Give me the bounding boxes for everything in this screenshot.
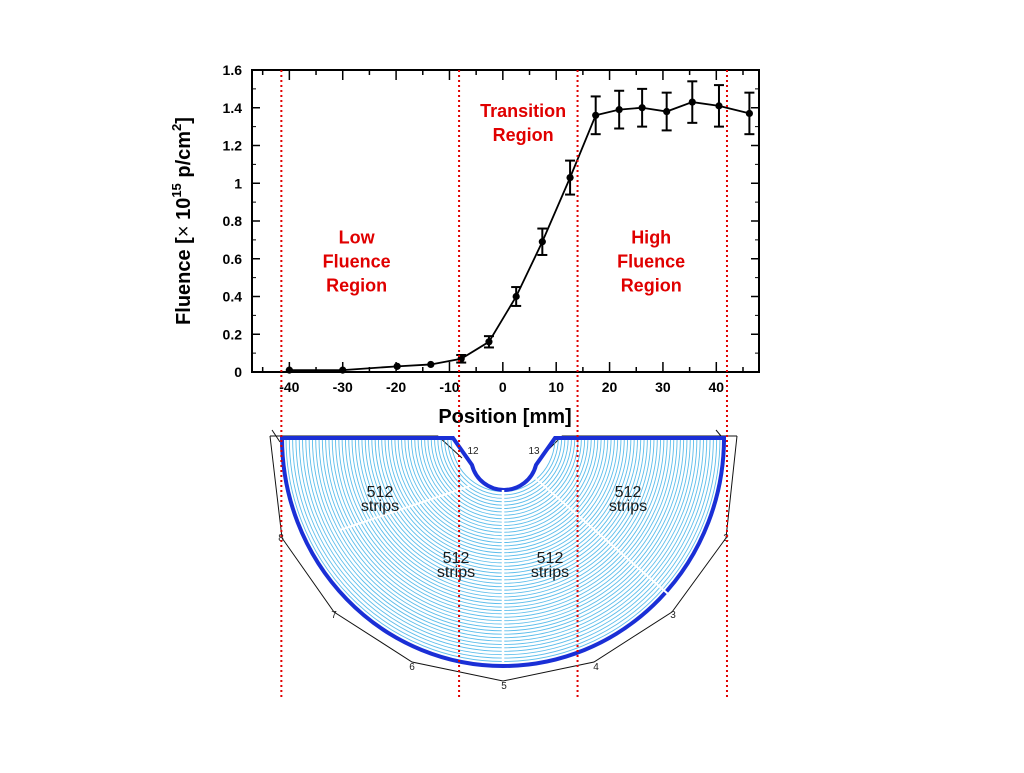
region-label: Region [326, 276, 387, 296]
data-series [285, 80, 755, 374]
x-tick-label: -20 [386, 379, 406, 395]
data-point [592, 111, 600, 119]
x-tick-label: 0 [499, 379, 507, 395]
strip-count: 512 [367, 484, 394, 501]
strip-count: 512 [615, 484, 642, 501]
y-axis-ticks: 0 0.2 0.4 0.6 0.8 1 1.2 1.4 1.6 [223, 62, 759, 380]
data-point [745, 109, 753, 118]
region-label: Fluence [617, 252, 685, 272]
x-tick-label: 40 [709, 379, 725, 395]
data-point [427, 360, 435, 369]
corner-label: 12 [467, 446, 479, 457]
strip-count: 512 [443, 550, 470, 567]
sector-divider [339, 485, 471, 531]
data-point [638, 104, 646, 112]
corner-label: 3 [670, 610, 676, 621]
y-tick-label: 1.2 [223, 138, 243, 154]
data-point [285, 366, 293, 374]
corner-label: 4 [593, 662, 599, 673]
region-label: Fluence [323, 252, 391, 272]
corner-tick [271, 429, 281, 443]
series-line [289, 101, 750, 372]
strip-label-upper-right: 512 strips [609, 484, 647, 515]
sensor-outline [279, 436, 727, 668]
x-axis-ticks: -40 -30 -20 -10 0 10 20 30 40 [261, 70, 744, 395]
support-frame-outline [269, 435, 738, 682]
data-point [538, 238, 546, 246]
y-tick-label: 0 [234, 364, 242, 380]
sensor-diagram: 512 strips 512 strips 512 strips 512 str… [269, 429, 738, 692]
y-tick-label: 0.6 [223, 251, 243, 267]
data-point [715, 102, 723, 110]
y-tick-label: 1 [234, 175, 242, 191]
fluence-chart: 0 0.2 0.4 0.6 0.8 1 1.2 1.4 1.6 -40 -30 -20 -10 0 10 2… [169, 62, 760, 428]
data-point [393, 362, 401, 370]
strip-unit: strips [361, 498, 399, 515]
data-point [485, 338, 493, 346]
strip-unit: strips [531, 564, 569, 581]
x-tick-label: -10 [439, 379, 459, 395]
x-tick-label: 30 [655, 379, 671, 395]
strip-unit: strips [609, 498, 647, 515]
region-label: Low [339, 228, 376, 248]
y-tick-label: 1.6 [223, 62, 243, 78]
x-axis-title: Position [mm] [438, 406, 571, 428]
data-point [339, 366, 347, 374]
strip-arc [447, 437, 559, 496]
region-boundaries [280, 70, 728, 700]
y-tick-label: 0.8 [223, 213, 243, 229]
strip-unit: strips [437, 564, 475, 581]
region-label: Region [493, 125, 554, 145]
y-axis-title: Fluence [× 1015 p/cm2] [169, 117, 195, 325]
corner-label: 8 [278, 533, 284, 544]
y-tick-label: 0.2 [223, 326, 243, 342]
region-annotations: Transition Region Low Fluence Region High Flue… [323, 101, 686, 295]
strip-count: 512 [537, 550, 564, 567]
corner-label: 5 [501, 681, 507, 692]
data-point [566, 173, 574, 182]
corner-label: 7 [331, 610, 337, 621]
region-label: Transition [480, 101, 566, 121]
corner-label: 13 [528, 446, 540, 457]
corner-label: 6 [409, 662, 415, 673]
sector-divider [534, 477, 676, 601]
data-point [512, 292, 520, 301]
strip-label-upper-left: 512 strips [361, 484, 399, 515]
region-label: High [631, 228, 671, 248]
y-tick-label: 0.4 [223, 289, 243, 305]
strip-label-lower-left: 512 strips [437, 550, 475, 581]
data-point [663, 107, 671, 116]
data-point [615, 106, 623, 114]
y-tick-label: 1.4 [223, 100, 243, 116]
x-tick-label: -30 [333, 379, 353, 395]
x-tick-label: -40 [279, 379, 299, 395]
region-label: Region [621, 276, 682, 296]
strip-label-lower-right: 512 strips [531, 550, 569, 581]
x-tick-label: 10 [548, 379, 564, 395]
data-point [688, 98, 696, 106]
corner-label: 2 [723, 533, 729, 544]
x-tick-label: 20 [602, 379, 618, 395]
